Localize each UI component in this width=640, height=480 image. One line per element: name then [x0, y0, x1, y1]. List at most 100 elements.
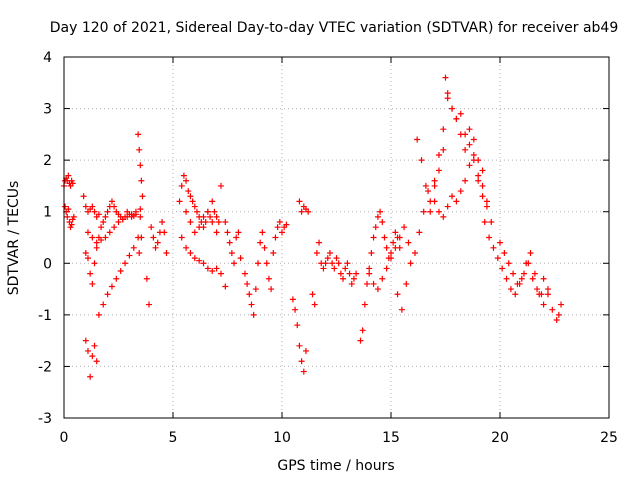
data-point	[416, 229, 423, 236]
data-point	[65, 172, 72, 179]
data-point	[490, 244, 497, 251]
data-point	[366, 265, 373, 272]
data-point	[250, 311, 257, 318]
data-point	[70, 213, 77, 220]
data-point	[150, 234, 157, 241]
data-point	[87, 373, 94, 380]
data-point	[499, 265, 506, 272]
data-point	[544, 286, 551, 293]
data-point	[138, 177, 145, 184]
data-point	[435, 167, 442, 174]
data-point	[84, 347, 91, 354]
data-point	[257, 239, 264, 246]
data-point	[108, 283, 115, 290]
data-point	[527, 249, 534, 256]
data-point	[106, 229, 113, 236]
data-point	[505, 260, 512, 267]
data-point	[372, 224, 379, 231]
tick-labels: 0 5 10 15 20 25 -3 -2 -1 0 1 2 3 4	[38, 50, 618, 446]
data-point	[320, 265, 327, 272]
data-point	[117, 268, 124, 275]
data-point	[89, 234, 96, 241]
data-point	[440, 213, 447, 220]
data-point	[453, 198, 460, 205]
data-point	[104, 291, 111, 298]
x-tick-label: 10	[273, 430, 291, 446]
data-point	[342, 265, 349, 272]
data-point	[135, 131, 142, 138]
data-point	[470, 136, 477, 143]
data-point	[183, 244, 190, 251]
data-point	[435, 151, 442, 158]
data-point	[326, 249, 333, 256]
data-point	[431, 198, 438, 205]
data-point	[204, 208, 211, 215]
data-point	[444, 90, 451, 97]
data-point	[82, 337, 89, 344]
data-point	[248, 301, 255, 308]
data-point	[279, 229, 285, 236]
data-point	[189, 198, 196, 205]
data-point	[300, 368, 307, 375]
data-point	[217, 270, 224, 277]
data-point	[431, 182, 438, 189]
data-point	[176, 198, 183, 205]
data-point	[558, 301, 565, 308]
data-point	[383, 265, 390, 272]
data-point	[82, 203, 89, 210]
data-point	[520, 270, 527, 277]
data-point	[261, 244, 268, 251]
data-point	[163, 249, 170, 256]
x-tick-label: 5	[169, 430, 178, 446]
data-point	[403, 280, 410, 287]
data-point	[374, 286, 381, 293]
data-point	[274, 224, 281, 231]
x-axis-label: GPS time / hours	[277, 458, 394, 474]
y-tick-label: 0	[43, 256, 52, 272]
data-point	[313, 249, 320, 256]
data-point	[91, 342, 98, 349]
data-point	[298, 208, 305, 215]
x-tick-label: 0	[60, 430, 69, 446]
y-axis-label: SDTVAR / TECUs	[6, 181, 22, 296]
data-point	[494, 255, 501, 262]
data-point	[187, 249, 194, 256]
data-point	[143, 275, 150, 282]
y-tick-label: 1	[43, 205, 52, 221]
data-point	[540, 301, 547, 308]
data-point	[209, 219, 216, 226]
data-point	[148, 224, 155, 231]
data-point	[531, 270, 538, 277]
x-tick-label: 15	[382, 430, 400, 446]
data-point	[475, 177, 482, 184]
data-point	[457, 188, 464, 195]
data-point	[292, 306, 299, 313]
data-point	[523, 260, 530, 267]
data-point	[350, 275, 357, 282]
data-point	[89, 203, 96, 210]
plot-frame	[63, 56, 610, 419]
data-point	[226, 239, 233, 246]
data-point	[435, 208, 442, 215]
data-point	[379, 219, 386, 226]
data-point	[440, 146, 447, 153]
data-point	[87, 270, 94, 277]
y-tick-label: -2	[38, 359, 52, 375]
data-point	[361, 301, 368, 308]
data-point	[479, 193, 486, 200]
data-point	[534, 286, 541, 293]
chart-title: Day 120 of 2021, Sidereal Day-to-day VTE…	[50, 20, 619, 36]
data-point	[392, 229, 399, 236]
data-point	[200, 213, 207, 220]
data-point	[418, 157, 425, 164]
data-point	[113, 275, 120, 282]
data-point	[268, 286, 275, 293]
data-point	[357, 337, 364, 344]
data-point	[405, 239, 412, 246]
data-point	[392, 244, 399, 251]
data-point	[466, 141, 473, 148]
data-point	[401, 224, 408, 231]
data-point	[483, 203, 490, 210]
data-point	[246, 291, 253, 298]
